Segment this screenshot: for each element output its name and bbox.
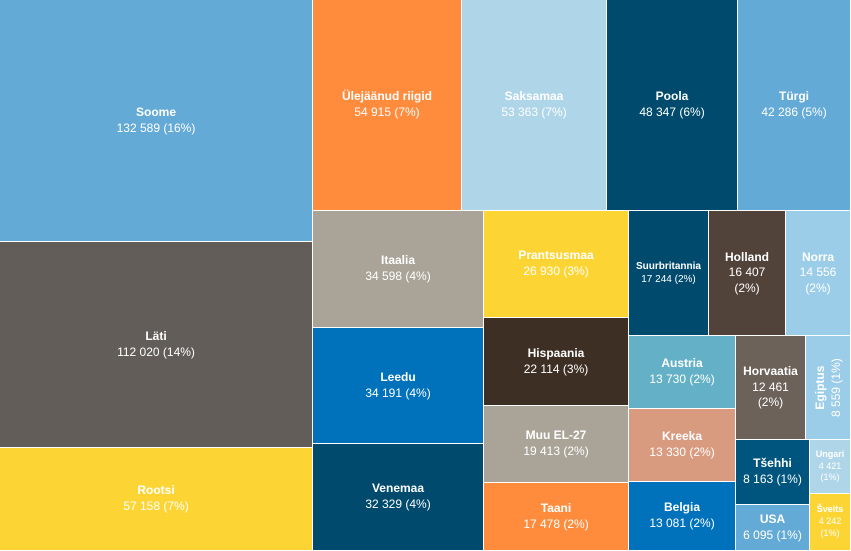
tile-value-label: 16 407 <box>728 265 766 280</box>
tile-value-label: 17 478 (2%) <box>523 516 589 531</box>
tile-label: Prantsusmaa <box>518 248 594 263</box>
tile-value-label: 4 421 <box>818 460 842 471</box>
tile-label: Tšehhi <box>753 456 792 471</box>
treemap-tile-lati: Läti 112 020 (14%) <box>0 242 313 448</box>
tile-value-label: 34 191 (4%) <box>365 385 431 400</box>
tile-label: Hispaania <box>527 345 585 360</box>
tile-label: USA <box>759 511 786 526</box>
tile-value-label: 22 114 (3%) <box>523 361 589 376</box>
tile-label: Venemaa <box>371 481 425 496</box>
tile-label: Egiptus <box>812 365 827 410</box>
tile-value-label: 13 081 (2%) <box>649 516 715 530</box>
tile-percent-label: (2%) <box>805 280 831 295</box>
tile-value-label: 6 095 (1%) <box>743 527 802 542</box>
tile-value-label: 32 329 (4%) <box>365 497 431 511</box>
tile-percent-label: (2%) <box>757 395 784 410</box>
tile-value-label: 112 020 (14%) <box>117 344 195 359</box>
tile-label: Belgia <box>663 500 700 515</box>
tile-label: Rootsi <box>137 483 175 498</box>
treemap-tile-austria: Austria 13 730 (2%) <box>629 336 736 409</box>
treemap-tile-rootsi: Rootsi 57 158 (7%) <box>0 448 313 551</box>
tile-value-label: 19 413 (2%) <box>523 444 589 458</box>
treemap-tile-saksamaa: Saksamaa 53 363 (7%) <box>462 0 607 211</box>
treemap-tile-egiptus: Egiptus 8 559 (1%) <box>806 336 851 440</box>
tile-value-label: 54 915 (7%) <box>354 105 420 119</box>
treemap-tile-sveits: Šveits 4 242 (1%) <box>810 494 851 551</box>
treemap-tile-norra: Norra 14 556 (2%) <box>786 211 851 336</box>
treemap-tile-kreeka: Kreeka 13 330 (2%) <box>629 409 736 482</box>
tile-percent-label: (2%) <box>734 280 760 295</box>
treemap-tile-leedu: Leedu 34 191 (4%) <box>313 328 484 444</box>
treemap-tile-tsehhi: Tšehhi 8 163 (1%) <box>736 440 810 505</box>
treemap-tile-muu-el-27: Muu EL-27 19 413 (2%) <box>484 406 629 483</box>
tile-label: Šveits <box>816 504 844 515</box>
tile-value-label: 4 242 <box>818 516 842 527</box>
treemap-tile-prantsusmaa: Prantsusmaa 26 930 (3%) <box>484 211 629 318</box>
treemap-tile-hispaania: Hispaania 22 114 (3%) <box>484 318 629 406</box>
tile-label: Ülejäänud riigid <box>341 89 432 104</box>
tile-percent-label: (1%) <box>820 472 840 483</box>
tile-value-label: 34 598 (4%) <box>365 269 431 283</box>
tile-label: Suurbritannia <box>635 261 701 272</box>
treemap-tile-poola: Poola 48 347 (6%) <box>607 0 738 211</box>
tile-value-label: 57 158 (7%) <box>123 499 189 513</box>
tile-label: Ungari <box>815 448 845 459</box>
tile-label: Türgi <box>779 89 809 104</box>
treemap-tile-soome: Soome 132 589 (16%) <box>0 0 313 242</box>
tile-label: Austria <box>661 356 703 371</box>
tile-label: Horvaatia <box>743 364 798 379</box>
treemap-tile-venemaa: Venemaa 32 329 (4%) <box>313 444 484 551</box>
treemap-tile-suurbritannia: Suurbritannia 17 244 (2%) <box>629 211 709 336</box>
tile-label: Taani <box>540 500 572 515</box>
tile-label: Läti <box>145 328 167 343</box>
tile-percent-label: (1%) <box>820 527 840 538</box>
tile-label: Holland <box>725 249 769 264</box>
treemap-tile-belgia: Belgia 13 081 (2%) <box>629 482 736 551</box>
tile-value-label: 26 930 (3%) <box>523 264 589 278</box>
tile-value-label: 132 589 (16%) <box>116 120 196 135</box>
treemap-tile-turgi: Türgi 42 286 (5%) <box>738 0 851 211</box>
tile-value-label: 12 461 <box>752 379 789 394</box>
tile-value-label: 13 330 (2%) <box>649 445 715 459</box>
tile-label: Kreeka <box>661 429 703 444</box>
tile-label: Saksamaa <box>504 89 564 104</box>
tile-value-label: 14 556 <box>799 265 837 280</box>
tile-label: Leedu <box>380 369 416 384</box>
tile-value-label: 42 286 (5%) <box>761 105 827 119</box>
treemap-tile-taani: Taani 17 478 (2%) <box>484 483 629 551</box>
tile-value-label: 8 163 (1%) <box>743 472 802 486</box>
tile-value-label: 13 730 (2%) <box>649 372 715 386</box>
tile-label: Norra <box>801 249 834 264</box>
tile-value-label: 8 559 (1%) <box>828 358 843 417</box>
tile-label: Itaalia <box>380 253 416 268</box>
treemap-tile-itaalia: Itaalia 34 598 (4%) <box>313 211 484 328</box>
treemap-tile-usa: USA 6 095 (1%) <box>736 505 810 551</box>
tile-value-label: 48 347 (6%) <box>639 105 705 119</box>
tile-label: Poola <box>655 89 689 104</box>
tile-label: Muu EL-27 <box>525 428 587 443</box>
tile-value-label: 53 363 (7%) <box>501 105 567 119</box>
treemap-tile-ulejaanud-riigid: Ülejäänud riigid 54 915 (7%) <box>313 0 462 211</box>
treemap-tile-horvaatia: Horvaatia 12 461 (2%) <box>736 336 806 440</box>
treemap-tile-ungari: Ungari 4 421 (1%) <box>810 440 851 494</box>
tile-value-label: 17 244 (2%) <box>641 274 696 285</box>
treemap-tile-holland: Holland 16 407 (2%) <box>709 211 786 336</box>
tile-label: Soome <box>135 104 176 119</box>
